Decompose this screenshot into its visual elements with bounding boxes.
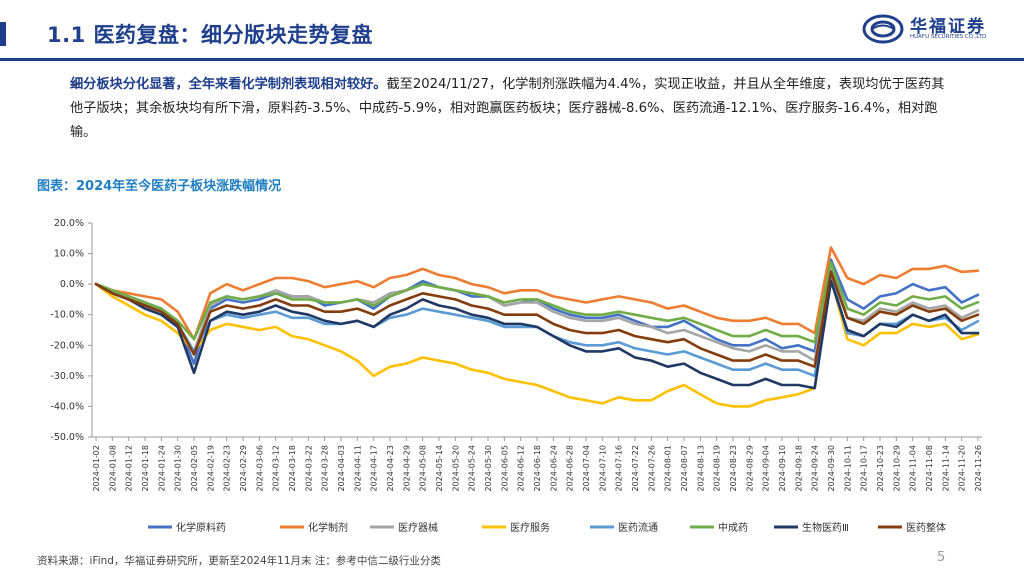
legend-label: 医疗器械	[398, 521, 438, 534]
x-tick-label: 2024-10-11	[843, 445, 852, 492]
x-tick-label: 2024-01-08	[108, 445, 117, 492]
series-line	[94, 270, 980, 368]
x-tick-label: 2024-04-11	[353, 445, 362, 492]
x-tick-label: 2024-10-23	[876, 445, 885, 492]
x-tick-label: 2024-05-14	[435, 445, 444, 492]
y-tick-label: -20.0%	[50, 340, 84, 351]
legend-label: 医疗服务	[510, 521, 550, 534]
x-tick-label: 2024-01-24	[157, 445, 166, 492]
x-tick-label: 2024-11-08	[925, 445, 934, 492]
x-tick-label: 2024-08-07	[680, 445, 689, 492]
page-number: 5	[937, 550, 946, 565]
x-tick-label: 2024-05-24	[468, 445, 477, 492]
x-tick-label: 2024-09-10	[778, 445, 787, 492]
x-tick-label: 2024-07-16	[615, 445, 624, 492]
x-tick-label: 2024-05-30	[484, 445, 493, 492]
logo-name-en: HUAFU SECURITIES CO.,LTD.	[910, 34, 988, 40]
series-line	[94, 261, 980, 344]
x-tick-label: 2024-07-04	[582, 445, 591, 492]
x-tick-label: 2024-06-12	[517, 445, 526, 492]
footer-source: 资料来源：iFind，华福证券研究所，更新至2024年11月末 注：参考中信二级…	[37, 555, 441, 567]
y-tick-label: -50.0%	[50, 432, 84, 443]
x-tick-label: 2024-04-23	[386, 445, 395, 492]
x-tick-label: 2024-03-18	[288, 445, 297, 492]
legend-label: 中成药	[718, 521, 748, 534]
x-tick-label: 2024-02-23	[223, 445, 232, 492]
legend-label: 医药整体	[906, 521, 946, 534]
x-tick-label: 2024-06-05	[500, 445, 509, 492]
x-tick-label: 2024-01-02	[92, 445, 101, 492]
x-tick-label: 2024-08-01	[664, 445, 673, 492]
x-tick-label: 2024-08-13	[696, 445, 705, 492]
company-logo: 华福证券 HUAFU SECURITIES CO.,LTD.	[860, 12, 992, 46]
legend-label: 生物医药Ⅲ	[802, 521, 849, 534]
x-tick-label: 2024-08-29	[745, 445, 754, 492]
x-tick-label: 2024-03-28	[321, 445, 330, 492]
logo-icon	[862, 14, 904, 44]
x-tick-label: 2024-09-04	[762, 445, 771, 492]
x-tick-label: 2024-11-26	[974, 445, 983, 492]
y-tick-label: 0.0%	[60, 279, 84, 290]
y-tick-label: -40.0%	[50, 401, 84, 412]
page-title: 1.1 医药复盘：细分版块走势复盘	[47, 23, 374, 47]
summary-bold: 细分板块分化显著，全年来看化学制剂表现相对较好。	[70, 77, 387, 92]
x-tick-label: 2024-06-28	[566, 445, 575, 492]
x-tick-label: 2024-07-10	[598, 445, 607, 492]
x-tick-label: 2024-03-12	[272, 445, 281, 492]
title-accent-bar	[0, 22, 6, 46]
x-tick-label: 2024-04-29	[402, 445, 411, 492]
x-tick-label: 2024-02-19	[206, 445, 215, 492]
x-tick-label: 2024-01-18	[141, 445, 150, 492]
legend-label: 医药流通	[618, 521, 658, 534]
x-tick-label: 2024-11-04	[909, 445, 918, 492]
x-tick-label: 2024-01-12	[125, 445, 134, 492]
legend-label: 化学制剂	[308, 521, 348, 534]
x-tick-label: 2024-11-14	[941, 445, 950, 492]
x-tick-label: 2024-09-30	[827, 445, 836, 492]
x-tick-label: 2024-02-05	[190, 445, 199, 492]
x-tick-label: 2024-06-24	[549, 445, 558, 492]
y-tick-label: -30.0%	[50, 371, 84, 382]
x-tick-label: 2024-03-06	[255, 445, 264, 492]
x-tick-label: 2024-03-22	[304, 445, 313, 492]
x-tick-label: 2024-10-17	[860, 445, 869, 492]
summary-text: 截至2024/11/27，化学制剂涨跌幅为4.4%，实现正收益，并且从全年维度，…	[70, 77, 945, 140]
y-tick-label: 20.0%	[54, 218, 84, 229]
x-tick-label: 2024-08-19	[713, 445, 722, 492]
x-tick-label: 2024-02-29	[239, 445, 248, 492]
x-tick-label: 2024-05-20	[451, 445, 460, 492]
series-line	[94, 246, 980, 341]
x-tick-label: 2024-09-24	[811, 445, 820, 492]
legend-label: 化学原料药	[176, 521, 226, 534]
x-tick-label: 2024-11-20	[958, 445, 967, 492]
x-tick-label: 2024-07-26	[647, 445, 656, 492]
x-tick-label: 2024-08-23	[729, 445, 738, 492]
y-tick-label: 10.0%	[54, 249, 84, 260]
x-tick-label: 2024-09-18	[794, 445, 803, 492]
line-chart: 20.0% 10.0% 0.0% -10.0% -20.0% -30.0% -40.0% -5…	[50, 218, 983, 534]
x-tick-label: 2024-10-29	[892, 445, 901, 492]
logo-name-cn: 华福证券	[910, 17, 986, 37]
x-tick-label: 2024-04-03	[337, 445, 346, 492]
x-tick-label: 2024-06-18	[533, 445, 542, 492]
x-tick-label: 2024-05-08	[419, 445, 428, 492]
header-rule	[0, 58, 1024, 61]
x-tick-label: 2024-01-30	[174, 445, 183, 492]
x-tick-label: 2024-07-22	[631, 445, 640, 492]
summary-paragraph: 细分板块分化显著，全年来看化学制剂表现相对较好。截至2024/11/27，化学制…	[70, 73, 950, 145]
y-tick-label: -10.0%	[50, 310, 84, 321]
series-line	[94, 279, 980, 390]
chart-title: 图表：2024年至今医药子板块涨跌幅情况	[37, 179, 282, 194]
x-tick-label: 2024-04-17	[370, 445, 379, 492]
bullet-arrow-icon: ➢	[70, 77, 82, 92]
